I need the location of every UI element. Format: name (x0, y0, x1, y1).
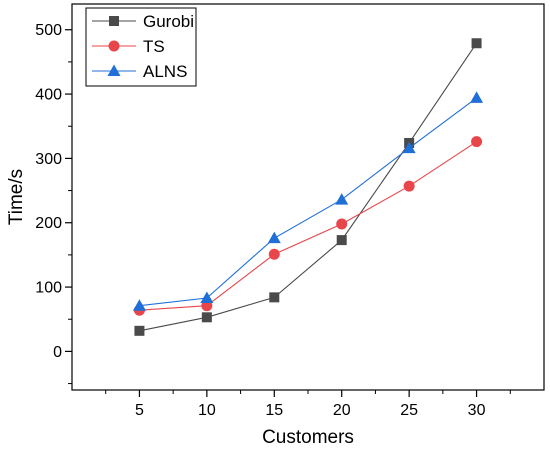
y-tick-label: 400 (35, 87, 62, 104)
data-point (470, 91, 484, 103)
data-point (132, 299, 146, 311)
data-point (200, 291, 214, 304)
data-point (403, 180, 415, 192)
series-line (139, 97, 477, 307)
legend-item: TS (92, 37, 165, 56)
x-tick-label: 25 (400, 402, 418, 419)
x-tick-label: 10 (198, 402, 216, 419)
legend-marker (108, 40, 120, 52)
y-tick-label: 100 (35, 280, 62, 297)
series-layer (132, 38, 484, 336)
data-point (201, 312, 212, 323)
legend: Gurobi TS ALNS (85, 7, 197, 87)
y-tick-label: 300 (35, 151, 62, 168)
legend-item: ALNS (92, 62, 187, 81)
data-point (336, 235, 347, 246)
data-point (269, 292, 280, 303)
data-point (336, 218, 348, 230)
series-ts (133, 136, 483, 316)
y-tick-label: 200 (35, 215, 62, 232)
data-point (471, 136, 483, 148)
legend-label: Gurobi (143, 12, 194, 31)
data-point (268, 248, 280, 260)
y-tick-label: 0 (53, 344, 62, 361)
data-point (471, 38, 482, 49)
series-line (139, 141, 477, 311)
x-tick-label: 20 (333, 402, 351, 419)
legend-marker (107, 64, 121, 76)
legend-marker (109, 16, 119, 26)
data-point (402, 141, 416, 154)
y-axis-title: Time/s (6, 169, 27, 225)
x-tick-label: 5 (135, 402, 144, 419)
y-tick-label: 500 (35, 22, 62, 39)
data-point (134, 325, 145, 336)
x-tick-label: 30 (468, 402, 486, 419)
legend-item: Gurobi (92, 12, 194, 31)
x-tick-label: 15 (265, 402, 283, 419)
legend-label: TS (143, 37, 165, 56)
legend-label: ALNS (143, 62, 187, 81)
series-alns (132, 91, 484, 311)
series-line (139, 42, 478, 332)
data-point (335, 193, 349, 205)
data-point (267, 231, 281, 244)
x-axis-title: Customers (262, 427, 354, 448)
